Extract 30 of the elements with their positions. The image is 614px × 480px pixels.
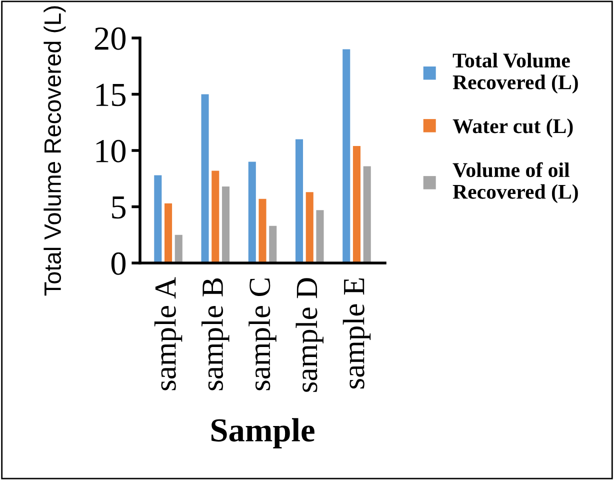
bar [295, 139, 304, 263]
bar [316, 210, 324, 263]
x-tick-label: sample C [248, 278, 276, 390]
y-tick-label: 0 [111, 252, 126, 275]
y-tick-label: 15 [96, 84, 126, 106]
x-tick-label: sample B [202, 278, 230, 390]
y-tick-label: 20 [94, 27, 126, 50]
bar [174, 234, 182, 263]
bar [248, 162, 256, 263]
bar [222, 186, 230, 263]
bar [212, 170, 220, 263]
bar [258, 198, 266, 263]
bar [269, 226, 277, 263]
bar [342, 49, 350, 263]
x-tick-label: sample A [154, 277, 182, 390]
bar [363, 166, 371, 263]
bar [164, 203, 172, 263]
y-tick-label: 5 [112, 196, 126, 219]
bar [306, 192, 314, 263]
legend-label: Volume of oil Recovered (L) [452, 162, 578, 204]
y-axis-title: Total Volume Recovered (L) [44, 6, 66, 296]
x-tick-label: sample D [296, 278, 324, 392]
x-tick-label: sample E [342, 278, 371, 388]
legend-label: Total Volume Recovered (L) [452, 52, 578, 94]
legend-label: Water cut (L) [452, 118, 573, 138]
x-axis-title: Sample [211, 418, 314, 448]
y-tick-label: 10 [96, 140, 126, 162]
bar [154, 175, 162, 263]
bar [352, 146, 360, 263]
bar [201, 94, 209, 263]
